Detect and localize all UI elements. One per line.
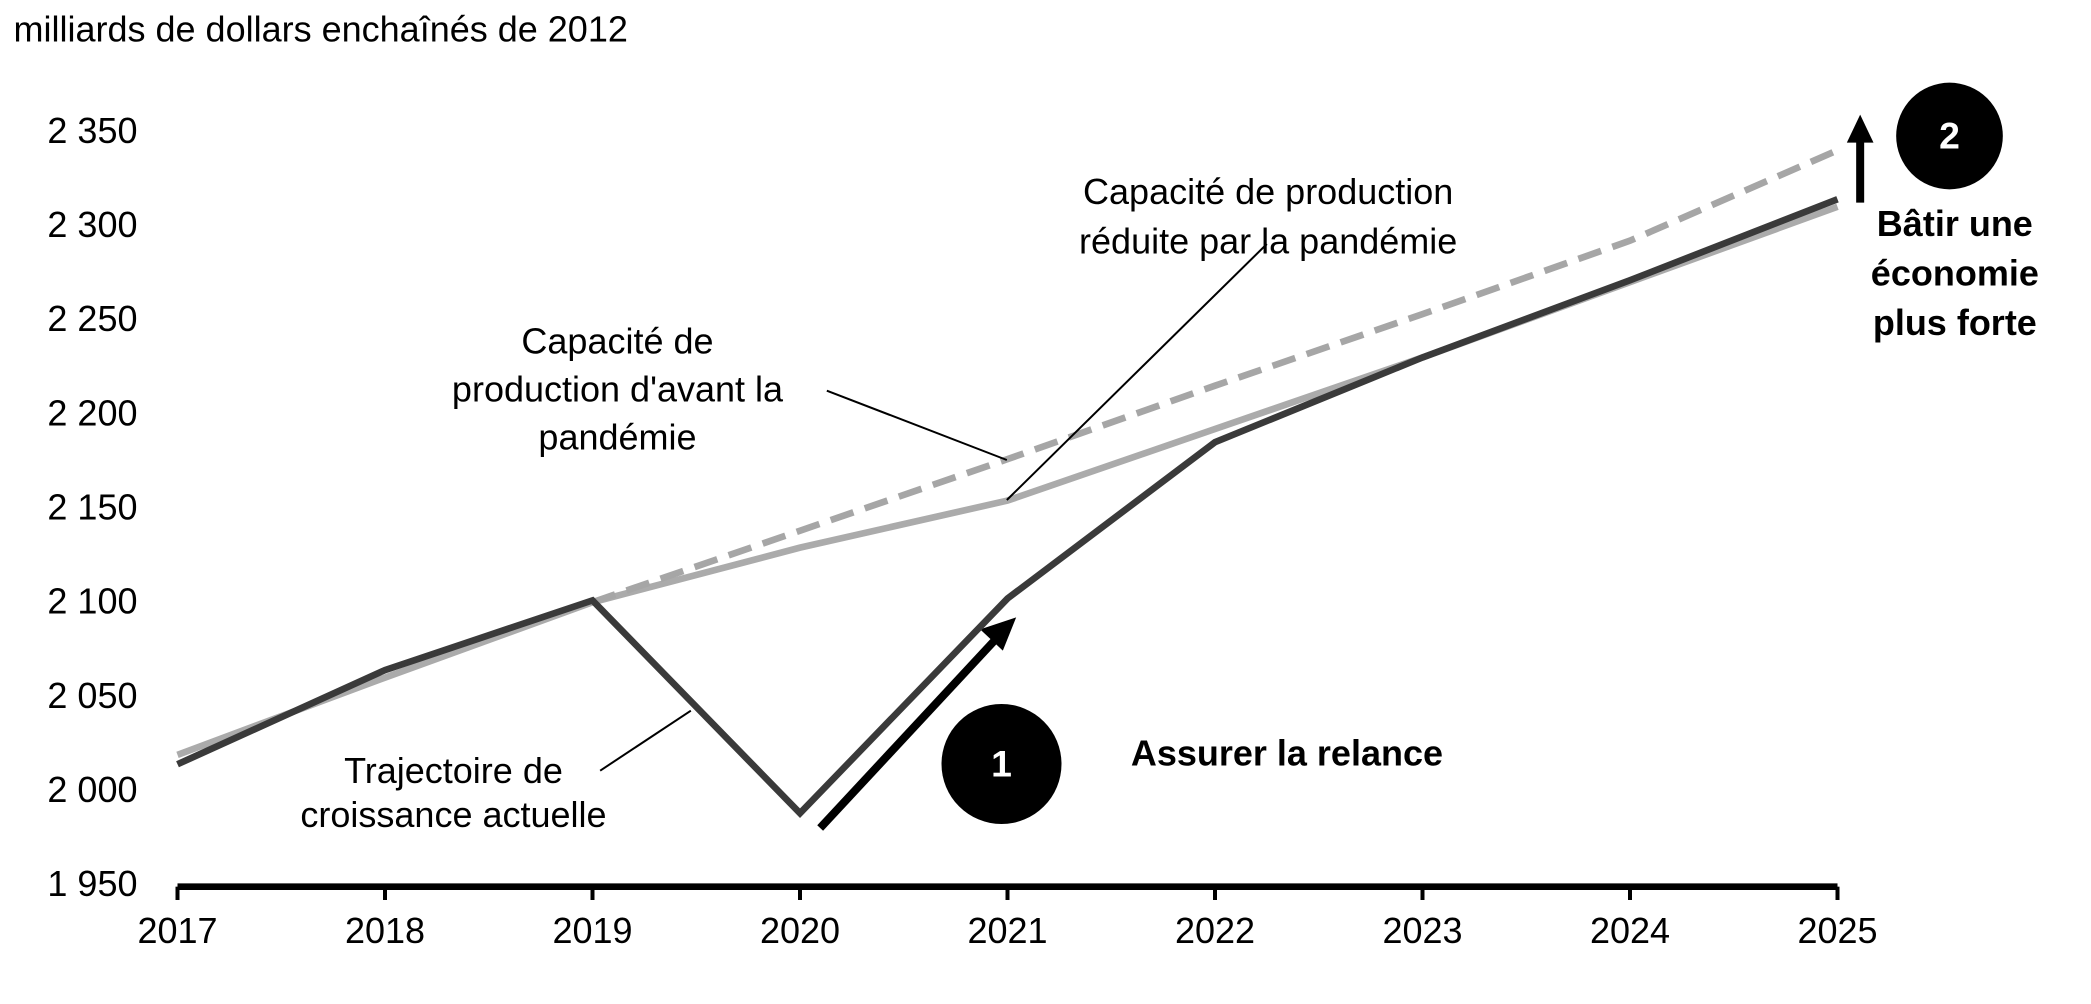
series-annotation: Capacité de xyxy=(521,321,713,362)
x-tick-label: 2025 xyxy=(1797,910,1877,951)
x-tick-label: 2024 xyxy=(1590,910,1670,951)
leader-line xyxy=(599,709,692,772)
y-tick-label: 2 300 xyxy=(47,204,137,245)
y-tick-label: 2 000 xyxy=(47,769,137,810)
y-axis-label: milliards de dollars enchaînés de 2012 xyxy=(14,9,628,50)
callout-number: 1 xyxy=(991,743,1012,785)
arrow xyxy=(817,634,1001,831)
callout-text: plus forte xyxy=(1873,302,2037,343)
y-tick-label: 2 100 xyxy=(47,581,137,622)
arrow-head xyxy=(1846,114,1874,143)
leader-line xyxy=(1006,243,1268,501)
x-tick-label: 2017 xyxy=(137,910,217,951)
series-annotation: pandémie xyxy=(538,417,696,458)
y-tick-label: 2 050 xyxy=(47,675,137,716)
callout-circle xyxy=(941,704,1062,824)
x-tick-label: 2023 xyxy=(1382,910,1462,951)
series-annotation: réduite par la pandémie xyxy=(1079,221,1457,262)
series-annotation: croissance actuelle xyxy=(300,794,606,835)
y-tick-label: 1 950 xyxy=(47,863,137,904)
series-annotation: production d'avant la xyxy=(452,369,784,410)
x-tick-label: 2019 xyxy=(552,910,632,951)
x-tick-label: 2018 xyxy=(345,910,425,951)
callout-text: Assurer la relance xyxy=(1131,733,1443,774)
y-tick-label: 2 150 xyxy=(47,487,137,528)
y-tick-label: 2 250 xyxy=(47,298,137,339)
x-tick-label: 2021 xyxy=(967,910,1047,951)
leader-line xyxy=(826,389,1008,461)
series-line xyxy=(176,196,1839,819)
series-line xyxy=(591,147,1839,606)
y-tick-label: 2 200 xyxy=(47,392,137,433)
series-line xyxy=(176,203,1839,758)
y-tick-label: 2 350 xyxy=(47,110,137,151)
callout-text: économie xyxy=(1871,253,2039,294)
series-annotation: Trajectoire de xyxy=(344,750,563,791)
series-annotation: Capacité de production xyxy=(1083,171,1453,212)
callout-circle xyxy=(1896,82,2003,190)
arrow-head xyxy=(980,617,1017,651)
callout-number: 2 xyxy=(1939,115,1960,157)
x-tick-label: 2020 xyxy=(760,910,840,951)
callout-text: Bâtir une xyxy=(1877,203,2033,244)
x-tick-label: 2022 xyxy=(1175,910,1255,951)
